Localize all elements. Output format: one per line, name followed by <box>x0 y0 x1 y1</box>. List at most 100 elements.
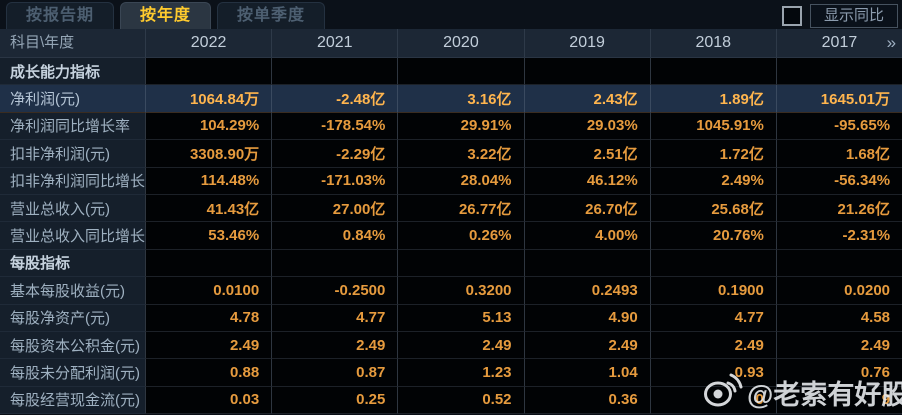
table-row: 基本每股收益(元) 0.0100 -0.2500 0.3200 0.2493 0.1900… <box>0 277 902 305</box>
value-cell: 41.43亿 <box>145 194 272 223</box>
value-cell: 2.49 <box>397 331 524 360</box>
value-cell: -171.03% <box>271 167 398 195</box>
value-cell: 2.51亿 <box>523 140 650 168</box>
row-label: 每股未分配利润(元) <box>0 359 145 387</box>
row-label: 扣非净利润同比增长率 <box>0 167 145 195</box>
value-cell: 4.77 <box>271 304 398 332</box>
value-cell: 4.00% <box>523 222 650 250</box>
table-row: 每股未分配利润(元) 0.88 0.87 1.23 1.04 0.93 0.76 <box>0 359 902 387</box>
value-cell: 26.77亿 <box>397 194 524 223</box>
value-cell: 0.0100 <box>145 277 272 305</box>
row-label: 营业总收入(元) <box>0 194 145 223</box>
value-cell: 0.84% <box>271 222 398 250</box>
value-cell: -2.29亿 <box>271 140 398 168</box>
value-cell: 1.68亿 <box>775 140 902 168</box>
value-cell: 0 <box>649 386 776 415</box>
row-label: 每股经营现金流(元) <box>0 386 145 415</box>
value-cell: 0.76 <box>775 359 902 387</box>
value-cell: 0.3200 <box>397 277 524 305</box>
tab-annual[interactable]: 按年度 <box>120 2 212 29</box>
value-cell: 26.70亿 <box>523 194 650 223</box>
year-header[interactable]: 2022 <box>145 29 271 57</box>
value-cell: 20.76% <box>649 222 776 250</box>
value-cell: 0.52 <box>397 386 524 415</box>
value-cell: 2.49 <box>649 331 776 360</box>
table-body: 成长能力指标 净利润(元) 1064.84万 -2.48亿 3.16亿 2.43亿 1.89… <box>0 58 902 415</box>
value-cell: 27.00亿 <box>271 194 398 223</box>
value-cell: 0.93 <box>649 359 776 387</box>
more-years-icon[interactable]: » <box>886 33 897 52</box>
value-cell: 0.36 <box>523 386 650 415</box>
row-label: 每股指标 <box>0 249 145 278</box>
value-cell: 1.72亿 <box>649 140 776 168</box>
value-cell: 25.68亿 <box>649 194 776 223</box>
value-cell: 0.88 <box>145 359 272 387</box>
value-cell: -56.34% <box>775 167 902 195</box>
table-header-row: 科目\年度 2022 2021 2020 2019 2018 2017» <box>0 29 902 58</box>
value-cell: 104.29% <box>145 112 272 141</box>
year-header[interactable]: 2019 <box>523 29 650 57</box>
value-cell: 0.87 <box>271 359 398 387</box>
value-cell <box>649 249 776 278</box>
table-row: 净利润同比增长率 104.29% -178.54% 29.91% 29.03% 1045.… <box>0 112 902 141</box>
value-cell: 1045.91% <box>649 112 776 141</box>
value-cell: 2.43亿 <box>523 85 650 113</box>
row-label: 净利润(元) <box>0 85 145 113</box>
value-cell: 4.78 <box>145 304 272 332</box>
value-cell <box>523 58 650 86</box>
value-cell: 0.26% <box>397 222 524 250</box>
period-tabbar: 按报告期 按年度 按单季度 显示同比 <box>0 0 902 29</box>
value-cell: 0.25 <box>271 386 398 415</box>
value-cell: 1064.84万 <box>145 85 272 113</box>
value-cell: 2.49% <box>649 167 776 195</box>
value-cell: 0.0200 <box>775 277 902 305</box>
value-cell <box>397 249 524 278</box>
value-cell: 4.58 <box>775 304 902 332</box>
value-cell: 3.16亿 <box>397 85 524 113</box>
year-header[interactable]: 2017» <box>775 29 902 57</box>
show-yoy-checkbox[interactable] <box>781 6 802 26</box>
value-cell <box>775 58 902 86</box>
value-cell <box>649 58 776 86</box>
tab-report-period[interactable]: 按报告期 <box>6 2 115 29</box>
value-cell: -178.54% <box>271 112 398 141</box>
year-header[interactable]: 2021 <box>271 29 397 57</box>
table-row: 每股经营现金流(元) 0.03 0.25 0.52 0.36 0 9 <box>0 386 902 415</box>
section-row: 每股指标 <box>0 249 902 278</box>
row-label: 基本每股收益(元) <box>0 277 145 305</box>
value-cell: 46.12% <box>523 167 650 195</box>
value-cell: 2.49 <box>145 331 272 360</box>
value-cell: -2.48亿 <box>271 85 398 113</box>
table-row: 扣非净利润(元) 3308.90万 -2.29亿 3.22亿 2.51亿 1.72亿 1.6… <box>0 140 902 168</box>
row-label: 净利润同比增长率 <box>0 112 145 141</box>
row-label: 成长能力指标 <box>0 58 145 86</box>
value-cell: 1.04 <box>523 359 650 387</box>
year-header[interactable]: 2020 <box>397 29 523 57</box>
value-cell <box>523 249 650 278</box>
value-cell: 0.1900 <box>649 277 776 305</box>
value-cell <box>145 58 272 86</box>
section-row: 成长能力指标 <box>0 58 902 86</box>
value-cell: 5.13 <box>397 304 524 332</box>
show-yoy-label[interactable]: 显示同比 <box>809 4 898 28</box>
value-cell <box>145 249 272 278</box>
value-cell: 29.91% <box>397 112 524 141</box>
value-cell: 114.48% <box>145 167 272 195</box>
value-cell: 4.90 <box>523 304 650 332</box>
value-cell: -0.2500 <box>271 277 398 305</box>
table-row: 营业总收入(元) 41.43亿 27.00亿 26.77亿 26.70亿 25.68亿 21… <box>0 194 902 223</box>
value-cell: 1.23 <box>397 359 524 387</box>
value-cell: 3308.90万 <box>145 140 272 168</box>
year-header[interactable]: 2018 <box>649 29 776 57</box>
year-header-cells: 2022 2021 2020 2019 2018 2017» <box>145 29 902 57</box>
value-cell: 3.22亿 <box>397 140 524 168</box>
value-cell: 2.49 <box>271 331 398 360</box>
row-label: 营业总收入同比增长率 <box>0 222 145 250</box>
value-cell: 0.03 <box>145 386 272 415</box>
tab-single-quarter[interactable]: 按单季度 <box>217 2 326 29</box>
value-cell: 2.49 <box>775 331 902 360</box>
value-cell: 29.03% <box>523 112 650 141</box>
yoy-controls: 显示同比 <box>781 4 898 28</box>
value-cell <box>271 249 398 278</box>
table-row: 净利润(元) 1064.84万 -2.48亿 3.16亿 2.43亿 1.89亿 1645.… <box>0 85 902 113</box>
